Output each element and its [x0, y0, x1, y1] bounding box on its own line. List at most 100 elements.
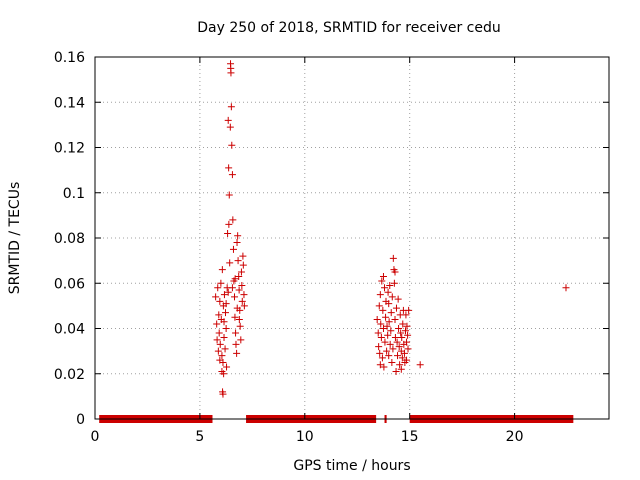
y-axis-label: SRMTID / TECUs — [7, 182, 23, 295]
data-point — [235, 272, 243, 280]
data-point — [215, 311, 223, 319]
data-point — [378, 277, 386, 285]
data-point — [235, 286, 243, 294]
data-point — [394, 352, 402, 360]
data-point — [404, 345, 412, 353]
data-point — [562, 284, 570, 292]
data-point — [405, 306, 413, 314]
x-tick-label: 20 — [506, 429, 524, 445]
data-point — [377, 334, 385, 342]
data-point — [235, 315, 243, 323]
data-point — [384, 331, 392, 339]
data-point — [375, 302, 383, 310]
data-point — [221, 309, 229, 317]
data-point — [214, 284, 222, 292]
data-point — [236, 322, 244, 330]
data-point — [216, 297, 224, 305]
data-point — [237, 336, 245, 344]
data-point — [220, 334, 228, 342]
data-point — [234, 232, 242, 240]
data-point — [238, 297, 246, 305]
data-point — [223, 363, 231, 371]
data-point — [377, 320, 385, 328]
y-tick-label: 0.1 — [63, 186, 85, 202]
data-point — [238, 282, 246, 290]
data-point — [394, 295, 402, 303]
data-point — [225, 164, 233, 172]
data-point — [229, 245, 237, 253]
data-point — [398, 354, 406, 362]
data-point — [214, 347, 222, 355]
y-tick-label: 0.08 — [54, 231, 85, 247]
data-point — [393, 338, 401, 346]
chart-title: Day 250 of 2018, SRMTID for receiver ced… — [197, 20, 500, 36]
data-point — [375, 343, 383, 351]
data-point — [387, 327, 395, 335]
data-point — [384, 288, 392, 296]
data-point — [374, 329, 382, 337]
data-point — [231, 313, 239, 321]
data-point — [220, 318, 228, 326]
point-layer — [212, 60, 570, 398]
data-point — [239, 252, 247, 260]
data-point — [391, 334, 399, 342]
data-point — [219, 390, 227, 398]
data-point — [220, 291, 228, 299]
y-tick-label: 0 — [76, 412, 85, 428]
data-point — [217, 279, 225, 287]
data-point — [397, 329, 405, 337]
data-point — [378, 354, 386, 362]
data-point — [388, 358, 396, 366]
data-point — [218, 367, 226, 375]
y-tick-label: 0.12 — [54, 141, 85, 157]
data-point — [233, 304, 241, 312]
data-point — [232, 329, 240, 337]
x-tick-label: 10 — [296, 429, 314, 445]
data-point — [381, 338, 389, 346]
data-point — [227, 103, 235, 111]
data-point — [385, 300, 393, 308]
data-point — [228, 171, 236, 179]
data-point — [224, 288, 232, 296]
data-point — [396, 361, 404, 369]
grid-layer — [95, 57, 609, 419]
data-point — [402, 311, 410, 319]
data-point — [390, 279, 398, 287]
data-point — [381, 284, 389, 292]
data-point — [380, 363, 388, 371]
data-point — [397, 365, 405, 373]
data-point — [395, 325, 403, 332]
data-point — [392, 304, 400, 312]
data-point — [240, 302, 248, 310]
data-point — [387, 309, 395, 317]
data-point — [216, 356, 224, 364]
data-point — [226, 123, 234, 131]
data-point — [213, 336, 221, 344]
data-point — [392, 367, 400, 375]
data-point — [403, 338, 411, 346]
data-point — [398, 334, 406, 342]
data-point — [225, 220, 233, 228]
data-point — [237, 268, 245, 276]
data-point — [224, 116, 232, 124]
data-point — [376, 361, 384, 369]
data-point — [391, 268, 399, 276]
data-point — [216, 340, 224, 348]
data-point — [399, 320, 407, 328]
data-point — [379, 272, 387, 280]
data-point — [218, 266, 226, 274]
data-point — [389, 254, 397, 262]
data-point — [379, 306, 387, 314]
data-point — [404, 331, 412, 339]
data-point — [383, 347, 391, 355]
data-point — [240, 291, 248, 299]
data-point — [231, 293, 239, 301]
tick-layer: 0 0.02 0.04 0.06 0.08 0.1 0.12 0.14 0.16 0 5 10 15 20 — [54, 50, 609, 445]
data-point — [233, 239, 241, 247]
data-point — [228, 141, 236, 149]
data-point — [226, 259, 234, 267]
data-point — [228, 284, 236, 292]
data-point — [222, 325, 230, 332]
x-tick-label: 5 — [195, 429, 204, 445]
